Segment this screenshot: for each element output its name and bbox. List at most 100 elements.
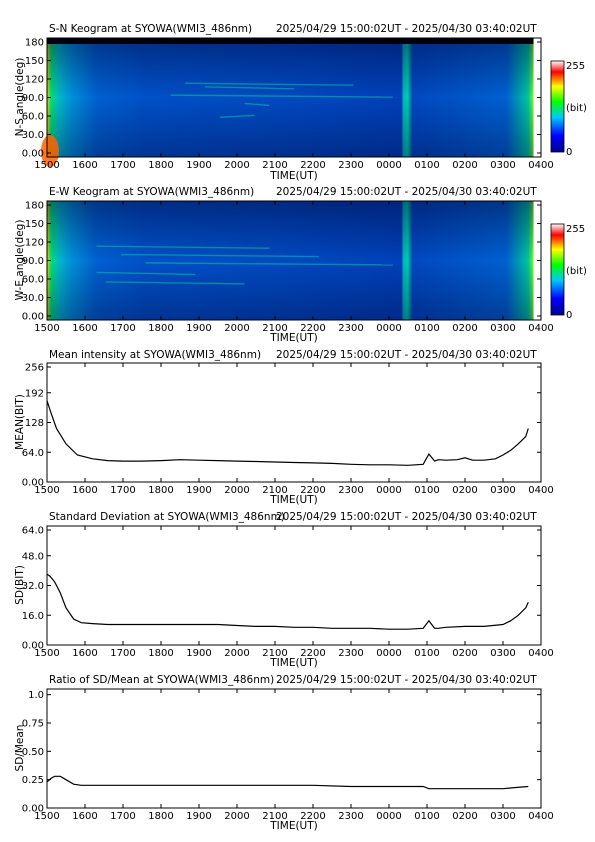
keogram-top-band (47, 38, 534, 44)
keogram-streak (96, 271, 196, 276)
y-tick-label: 60.0 (22, 112, 44, 123)
keogram-streak (219, 114, 255, 119)
ew-colorbar: 255 (bit) 0 (550, 223, 587, 321)
sn-keogram-y-ticks: 180 150 120 90.0 60.0 30.0 0.00 (22, 38, 541, 160)
sn-keogram-heatmap (41, 38, 541, 167)
y-tick-label: 192 (25, 388, 44, 399)
x-tick-label: 1900 (186, 323, 211, 334)
x-tick-label: 2000 (224, 160, 249, 171)
sd-mean-ratio-y-ticks: 1.0 0.75 0.50 0.25 0.00 (22, 690, 541, 815)
x-tick-label: 0100 (414, 160, 439, 171)
mean-intensity-y-ticks: 256 192 128 64.0 0.00 (22, 363, 541, 489)
y-tick-label: 128 (25, 418, 44, 429)
y-tick-label: 180 (25, 201, 44, 212)
ew-colorbar-min: 0 (566, 310, 572, 321)
std-dev-y-ticks: 64.0 48.0 32.0 16.0 0.00 (22, 526, 541, 652)
sn-colorbar-unit: (bit) (566, 103, 587, 114)
std-dev-title: Standard Deviation at SYOWA(WMI3_486nm) (49, 511, 285, 523)
ew-keogram-title: E-W Keogram at SYOWA(WMI3_486nm) (49, 186, 254, 198)
x-tick-label: 0300 (490, 160, 515, 171)
x-tick-label: 1700 (110, 160, 135, 171)
x-tick-label: 1800 (148, 811, 173, 822)
x-tick-label: 2200 (300, 485, 325, 496)
y-tick-label: 0.00 (22, 804, 44, 815)
sn-keogram-time-range: 2025/04/29 15:00:02UT - 2025/04/30 03:40… (276, 23, 537, 35)
ew-keogram-x-ticks: 1500 1600 1700 1800 1900 2000 2100 2200 2300 0000… (34, 201, 554, 334)
y-tick-label: 60.0 (22, 275, 44, 286)
y-tick-label: 0.50 (22, 747, 44, 758)
y-tick-label: 16.0 (22, 611, 44, 622)
mean-intensity-y-label: MEAN(BIT) (14, 394, 26, 450)
std-dev-x-label: TIME(UT) (269, 657, 318, 669)
sn-colorbar: 255 (bit) 0 (550, 60, 587, 158)
x-tick-label: 2300 (338, 485, 363, 496)
x-tick-label: 1600 (72, 160, 97, 171)
x-tick-label: 2000 (224, 485, 249, 496)
std-dev-time-range: 2025/04/29 15:00:02UT - 2025/04/30 03:40… (276, 511, 537, 523)
x-tick-label: 0100 (414, 648, 439, 659)
sn-colorbar-max: 255 (566, 61, 585, 72)
x-tick-label: 0100 (414, 811, 439, 822)
sn-keogram-title: S-N Keogram at SYOWA(WMI3_486nm) (49, 23, 252, 35)
ew-keogram-heatmap (47, 201, 541, 320)
ew-keogram-panel: E-W Keogram at SYOWA(WMI3_486nm) 2025/04… (14, 186, 587, 344)
y-tick-label: 0.75 (22, 719, 44, 730)
x-tick-label: 0000 (376, 811, 401, 822)
x-tick-label: 1900 (186, 811, 211, 822)
ew-colorbar-scale (550, 223, 565, 316)
y-tick-label: 48.0 (22, 551, 44, 562)
x-tick-label: 1900 (186, 160, 211, 171)
keogram-bright-corner (41, 135, 59, 167)
x-tick-label: 2300 (338, 648, 363, 659)
x-tick-label: 2200 (300, 811, 325, 822)
sn-colorbar-min: 0 (566, 147, 572, 158)
mean-intensity-line (46, 400, 529, 466)
x-tick-label: 2100 (262, 160, 287, 171)
x-tick-label: 0300 (490, 648, 515, 659)
x-tick-label: 2100 (262, 648, 287, 659)
sd-mean-ratio-title: Ratio of SD/Mean at SYOWA(WMI3_486nm) (49, 674, 274, 686)
y-tick-label: 150 (25, 219, 44, 230)
x-tick-label: 2000 (224, 323, 249, 334)
x-tick-label: 1500 (34, 811, 59, 822)
x-tick-label: 1800 (148, 648, 173, 659)
y-tick-label: 90.0 (22, 93, 44, 104)
x-tick-label: 0300 (490, 485, 515, 496)
y-tick-label: 1.0 (28, 690, 44, 701)
sn-keogram-x-label: TIME(UT) (269, 170, 318, 182)
x-tick-label: 0400 (528, 323, 553, 334)
x-tick-label: 1600 (72, 648, 97, 659)
x-tick-label: 1900 (186, 485, 211, 496)
ew-colorbar-max: 255 (566, 224, 585, 235)
sn-colorbar-scale (550, 60, 565, 153)
y-tick-label: 32.0 (22, 581, 44, 592)
std-dev-line (46, 573, 529, 630)
x-tick-label: 1800 (148, 485, 173, 496)
x-tick-label: 2000 (224, 811, 249, 822)
x-tick-label: 0400 (528, 485, 553, 496)
y-tick-label: 64.0 (22, 448, 44, 459)
y-tick-label: 30.0 (22, 130, 44, 141)
x-tick-label: 2100 (262, 323, 287, 334)
x-tick-label: 1500 (34, 485, 59, 496)
y-tick-label: 0.25 (22, 775, 44, 786)
y-tick-label: 120 (25, 238, 44, 249)
y-tick-label: 256 (25, 363, 44, 374)
mean-intensity-x-label: TIME(UT) (269, 494, 318, 506)
x-tick-label: 0200 (452, 485, 477, 496)
sd-mean-ratio-y-label: SD/Mean (14, 725, 26, 772)
y-tick-label: 30.0 (22, 293, 44, 304)
x-tick-label: 0000 (376, 485, 401, 496)
x-tick-label: 1700 (110, 648, 135, 659)
x-tick-label: 1500 (34, 323, 59, 334)
x-tick-label: 1600 (72, 323, 97, 334)
mean-intensity-x-ticks: 1500 1600 1700 1800 1900 2000 2100 2200 2300 0000… (34, 363, 554, 496)
x-tick-label: 2300 (338, 323, 363, 334)
ew-keogram-time-range: 2025/04/29 15:00:02UT - 2025/04/30 03:40… (276, 186, 537, 198)
x-tick-label: 1500 (34, 160, 59, 171)
x-tick-label: 0200 (452, 160, 477, 171)
keogram-edge-shade (47, 201, 534, 320)
x-tick-label: 0300 (490, 323, 515, 334)
mean-intensity-frame (46, 362, 542, 483)
